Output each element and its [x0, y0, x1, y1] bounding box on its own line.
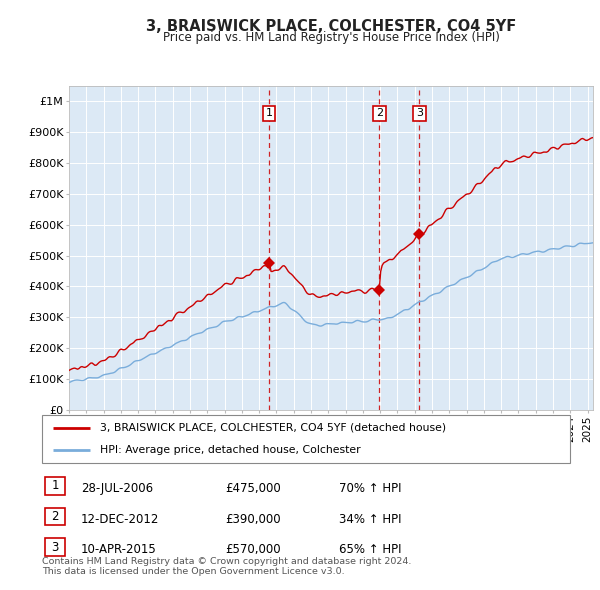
- Text: £570,000: £570,000: [225, 543, 281, 556]
- Text: This data is licensed under the Open Government Licence v3.0.: This data is licensed under the Open Gov…: [42, 566, 344, 576]
- FancyBboxPatch shape: [45, 477, 65, 494]
- Text: 70% ↑ HPI: 70% ↑ HPI: [339, 482, 401, 495]
- Text: 3: 3: [52, 540, 59, 554]
- Text: 1: 1: [52, 479, 59, 493]
- Text: 2: 2: [376, 109, 383, 119]
- Text: 28-JUL-2006: 28-JUL-2006: [81, 482, 153, 495]
- Text: 3: 3: [416, 109, 423, 119]
- Text: 34% ↑ HPI: 34% ↑ HPI: [339, 513, 401, 526]
- Text: 1: 1: [266, 109, 272, 119]
- Text: Price paid vs. HM Land Registry's House Price Index (HPI): Price paid vs. HM Land Registry's House …: [163, 31, 500, 44]
- Text: Contains HM Land Registry data © Crown copyright and database right 2024.: Contains HM Land Registry data © Crown c…: [42, 557, 412, 566]
- Text: 10-APR-2015: 10-APR-2015: [81, 543, 157, 556]
- Text: £390,000: £390,000: [225, 513, 281, 526]
- Text: 12-DEC-2012: 12-DEC-2012: [81, 513, 160, 526]
- Text: 3, BRAISWICK PLACE, COLCHESTER, CO4 5YF: 3, BRAISWICK PLACE, COLCHESTER, CO4 5YF: [146, 19, 517, 34]
- FancyBboxPatch shape: [45, 539, 65, 556]
- Text: HPI: Average price, detached house, Colchester: HPI: Average price, detached house, Colc…: [100, 445, 361, 455]
- FancyBboxPatch shape: [42, 415, 570, 463]
- Text: 65% ↑ HPI: 65% ↑ HPI: [339, 543, 401, 556]
- Text: 3, BRAISWICK PLACE, COLCHESTER, CO4 5YF (detached house): 3, BRAISWICK PLACE, COLCHESTER, CO4 5YF …: [100, 423, 446, 433]
- FancyBboxPatch shape: [45, 508, 65, 525]
- Text: £475,000: £475,000: [225, 482, 281, 495]
- Text: 2: 2: [52, 510, 59, 523]
